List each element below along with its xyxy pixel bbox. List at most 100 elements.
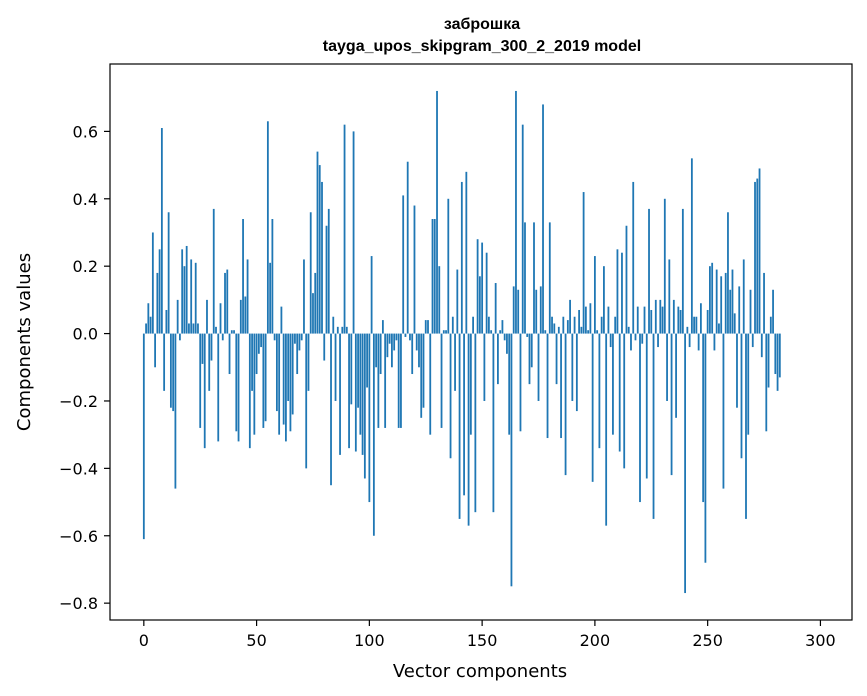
bar-271	[754, 181, 756, 334]
bar-107	[384, 333, 387, 428]
bar-46	[246, 259, 249, 334]
bar-170	[526, 333, 529, 337]
bar-24	[197, 323, 199, 334]
bar-21	[190, 259, 193, 334]
bar-59	[275, 333, 278, 412]
bar-160	[503, 333, 506, 341]
bar-223	[645, 333, 648, 479]
bar-61	[280, 306, 283, 334]
bar-260	[729, 289, 732, 334]
bar-201	[596, 330, 599, 334]
bar-126	[427, 320, 429, 334]
bar-87	[339, 333, 341, 455]
bar-89	[343, 124, 346, 334]
bar-166	[517, 289, 520, 334]
bar-212	[621, 252, 623, 334]
bar-151	[483, 333, 486, 401]
bar-163	[510, 333, 513, 587]
bar-134	[445, 330, 447, 334]
bar-173	[533, 222, 535, 334]
bar-76	[314, 272, 317, 334]
bar-116	[404, 333, 407, 337]
bar-190	[571, 333, 574, 401]
bar-195	[582, 192, 585, 334]
bar-54	[264, 333, 267, 422]
bar-206	[607, 306, 610, 334]
bar-140	[458, 333, 461, 519]
bar-249	[704, 333, 707, 563]
bar-149	[478, 276, 481, 334]
bar-29	[208, 333, 211, 391]
bar-174	[535, 289, 538, 334]
bar-77	[316, 151, 319, 334]
bar-43	[239, 299, 242, 334]
bar-155	[492, 333, 495, 513]
bar-138	[454, 333, 456, 391]
bar-60	[278, 333, 281, 435]
bar-47	[248, 333, 251, 449]
bar-22	[192, 323, 195, 334]
bar-261	[731, 269, 734, 334]
bar-133	[442, 330, 445, 334]
bar-39	[230, 330, 233, 334]
bar-269	[749, 289, 752, 334]
bar-55	[266, 121, 269, 334]
bar-215	[627, 326, 630, 334]
bar-204	[603, 266, 605, 334]
bar-141	[460, 181, 463, 334]
bar-210	[616, 249, 619, 334]
bar-211	[618, 333, 621, 452]
bar-230	[661, 306, 664, 334]
bar-63	[285, 333, 287, 442]
bar-196	[584, 306, 587, 334]
bar-41	[235, 333, 238, 432]
bar-282	[778, 333, 781, 378]
bar-158	[499, 330, 502, 334]
bar-95	[357, 333, 359, 408]
bar-270	[751, 333, 754, 348]
bar-198	[589, 303, 592, 334]
bar-6	[156, 272, 159, 334]
bar-121	[415, 333, 418, 351]
bar-240	[684, 333, 686, 594]
x-axis-label: Vector components	[393, 661, 567, 682]
bar-120	[413, 205, 416, 334]
bar-224	[648, 208, 650, 334]
bar-111	[393, 333, 396, 351]
bar-221	[641, 333, 644, 344]
bar-137	[451, 316, 454, 334]
bar-222	[643, 306, 646, 334]
bar-242	[688, 333, 691, 348]
bar-52	[260, 333, 262, 348]
bar-73	[307, 333, 310, 391]
bar-31	[212, 208, 215, 334]
bar-159	[501, 320, 504, 334]
bar-157	[497, 333, 499, 385]
bar-152	[485, 252, 488, 334]
y-tick-label: 0.4	[73, 190, 98, 209]
bar-71	[303, 259, 305, 334]
bar-156	[494, 283, 497, 334]
bar-96	[359, 333, 362, 435]
bar-14	[174, 333, 177, 489]
bar-119	[411, 333, 414, 375]
bar-265	[740, 333, 743, 459]
bar-217	[632, 181, 635, 334]
bar-233	[668, 259, 671, 334]
bar-220	[639, 333, 641, 503]
bar-68	[296, 333, 299, 375]
bar-94	[354, 333, 357, 452]
bar-106	[381, 320, 384, 334]
bar-278	[769, 316, 772, 334]
bar-66	[291, 333, 294, 415]
bar-3	[149, 316, 152, 334]
bar-102	[372, 333, 375, 536]
bar-254	[715, 269, 718, 334]
plot-frame	[109, 63, 853, 621]
bar-37	[226, 269, 229, 334]
x-tick-label: 150	[467, 631, 498, 650]
bar-192	[575, 333, 578, 412]
bar-123	[420, 333, 423, 418]
bar-104	[377, 333, 380, 428]
